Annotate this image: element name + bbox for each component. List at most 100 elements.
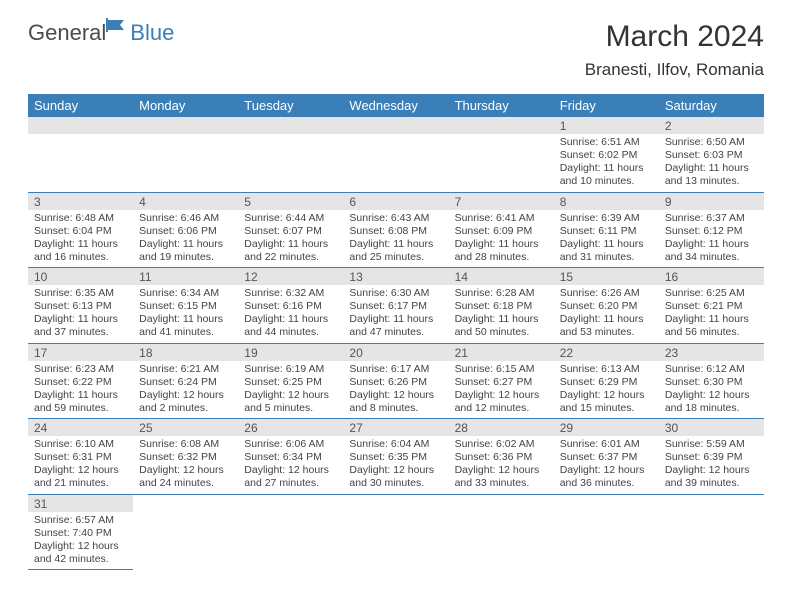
calendar-cell: 1Sunrise: 6:51 AMSunset: 6:02 PMDaylight…: [554, 117, 659, 192]
day-details: Sunrise: 6:44 AMSunset: 6:07 PMDaylight:…: [238, 210, 343, 268]
calendar-table: Sunday Monday Tuesday Wednesday Thursday…: [28, 94, 764, 570]
calendar-cell: 6Sunrise: 6:43 AMSunset: 6:08 PMDaylight…: [343, 192, 448, 268]
calendar-cell: [343, 494, 448, 570]
day-number: 26: [238, 419, 343, 436]
weekday-tue: Tuesday: [238, 94, 343, 117]
detail-sr: Sunrise: 6:28 AM: [455, 287, 548, 300]
detail-d1: Daylight: 12 hours: [244, 464, 337, 477]
day-number-empty: [133, 117, 238, 134]
detail-d1: Daylight: 12 hours: [244, 389, 337, 402]
calendar-cell: [133, 117, 238, 192]
detail-d2: and 42 minutes.: [34, 553, 127, 566]
detail-d2: and 30 minutes.: [349, 477, 442, 490]
calendar-cell: 25Sunrise: 6:08 AMSunset: 6:32 PMDayligh…: [133, 419, 238, 495]
detail-d2: and 15 minutes.: [560, 402, 653, 415]
calendar-cell: 28Sunrise: 6:02 AMSunset: 6:36 PMDayligh…: [449, 419, 554, 495]
day-details: Sunrise: 6:19 AMSunset: 6:25 PMDaylight:…: [238, 361, 343, 419]
detail-d2: and 24 minutes.: [139, 477, 232, 490]
detail-d1: Daylight: 12 hours: [665, 464, 758, 477]
detail-sr: Sunrise: 6:19 AM: [244, 363, 337, 376]
detail-d1: Daylight: 11 hours: [349, 238, 442, 251]
day-details: Sunrise: 6:02 AMSunset: 6:36 PMDaylight:…: [449, 436, 554, 494]
detail-d2: and 12 minutes.: [455, 402, 548, 415]
day-number: 7: [449, 193, 554, 210]
day-number: 13: [343, 268, 448, 285]
calendar-cell: [659, 494, 764, 570]
detail-sr: Sunrise: 6:37 AM: [665, 212, 758, 225]
detail-ss: Sunset: 6:07 PM: [244, 225, 337, 238]
calendar-cell: 17Sunrise: 6:23 AMSunset: 6:22 PMDayligh…: [28, 343, 133, 419]
calendar-cell: 5Sunrise: 6:44 AMSunset: 6:07 PMDaylight…: [238, 192, 343, 268]
detail-ss: Sunset: 6:12 PM: [665, 225, 758, 238]
day-details: Sunrise: 6:30 AMSunset: 6:17 PMDaylight:…: [343, 285, 448, 343]
day-number: 12: [238, 268, 343, 285]
detail-ss: Sunset: 6:15 PM: [139, 300, 232, 313]
day-number: 23: [659, 344, 764, 361]
detail-d2: and 56 minutes.: [665, 326, 758, 339]
detail-ss: Sunset: 6:18 PM: [455, 300, 548, 313]
detail-d2: and 18 minutes.: [665, 402, 758, 415]
calendar-cell: 18Sunrise: 6:21 AMSunset: 6:24 PMDayligh…: [133, 343, 238, 419]
detail-ss: Sunset: 6:17 PM: [349, 300, 442, 313]
detail-ss: Sunset: 6:31 PM: [34, 451, 127, 464]
weekday-fri: Friday: [554, 94, 659, 117]
day-number: 20: [343, 344, 448, 361]
day-details: Sunrise: 6:21 AMSunset: 6:24 PMDaylight:…: [133, 361, 238, 419]
detail-d1: Daylight: 12 hours: [560, 464, 653, 477]
day-number: 19: [238, 344, 343, 361]
calendar-cell: [554, 494, 659, 570]
calendar-cell: 20Sunrise: 6:17 AMSunset: 6:26 PMDayligh…: [343, 343, 448, 419]
day-number: 22: [554, 344, 659, 361]
detail-d2: and 33 minutes.: [455, 477, 548, 490]
calendar-cell: [449, 494, 554, 570]
detail-d2: and 37 minutes.: [34, 326, 127, 339]
detail-ss: Sunset: 7:40 PM: [34, 527, 127, 540]
day-number: 24: [28, 419, 133, 436]
detail-ss: Sunset: 6:13 PM: [34, 300, 127, 313]
detail-d1: Daylight: 11 hours: [34, 238, 127, 251]
day-details: Sunrise: 6:48 AMSunset: 6:04 PMDaylight:…: [28, 210, 133, 268]
calendar-cell: 23Sunrise: 6:12 AMSunset: 6:30 PMDayligh…: [659, 343, 764, 419]
logo-text-general: General: [28, 20, 106, 46]
day-details: Sunrise: 6:57 AMSunset: 7:40 PMDaylight:…: [28, 512, 133, 570]
detail-ss: Sunset: 6:03 PM: [665, 149, 758, 162]
detail-d2: and 53 minutes.: [560, 326, 653, 339]
day-number-empty: [449, 117, 554, 134]
detail-sr: Sunrise: 6:17 AM: [349, 363, 442, 376]
title-block: March 2024 Branesti, Ilfov, Romania: [585, 20, 764, 80]
detail-d1: Daylight: 12 hours: [455, 464, 548, 477]
detail-d2: and 36 minutes.: [560, 477, 653, 490]
calendar-cell: 4Sunrise: 6:46 AMSunset: 6:06 PMDaylight…: [133, 192, 238, 268]
day-details: Sunrise: 6:25 AMSunset: 6:21 PMDaylight:…: [659, 285, 764, 343]
calendar-cell: 24Sunrise: 6:10 AMSunset: 6:31 PMDayligh…: [28, 419, 133, 495]
day-details: Sunrise: 6:23 AMSunset: 6:22 PMDaylight:…: [28, 361, 133, 419]
day-number: 10: [28, 268, 133, 285]
day-number: 17: [28, 344, 133, 361]
detail-d2: and 39 minutes.: [665, 477, 758, 490]
weekday-sat: Saturday: [659, 94, 764, 117]
detail-sr: Sunrise: 6:02 AM: [455, 438, 548, 451]
weekday-thu: Thursday: [449, 94, 554, 117]
logo: General Blue: [28, 20, 174, 46]
detail-sr: Sunrise: 6:35 AM: [34, 287, 127, 300]
detail-sr: Sunrise: 6:01 AM: [560, 438, 653, 451]
day-number: 18: [133, 344, 238, 361]
detail-sr: Sunrise: 6:44 AM: [244, 212, 337, 225]
detail-d2: and 21 minutes.: [34, 477, 127, 490]
detail-ss: Sunset: 6:11 PM: [560, 225, 653, 238]
detail-d1: Daylight: 12 hours: [349, 389, 442, 402]
day-details: Sunrise: 6:39 AMSunset: 6:11 PMDaylight:…: [554, 210, 659, 268]
calendar-cell: 9Sunrise: 6:37 AMSunset: 6:12 PMDaylight…: [659, 192, 764, 268]
day-number: 8: [554, 193, 659, 210]
day-details: Sunrise: 6:08 AMSunset: 6:32 PMDaylight:…: [133, 436, 238, 494]
detail-sr: Sunrise: 6:50 AM: [665, 136, 758, 149]
day-details: Sunrise: 6:01 AMSunset: 6:37 PMDaylight:…: [554, 436, 659, 494]
detail-d1: Daylight: 12 hours: [560, 389, 653, 402]
detail-ss: Sunset: 6:02 PM: [560, 149, 653, 162]
day-details: Sunrise: 6:34 AMSunset: 6:15 PMDaylight:…: [133, 285, 238, 343]
calendar-cell: [238, 117, 343, 192]
day-details: Sunrise: 6:41 AMSunset: 6:09 PMDaylight:…: [449, 210, 554, 268]
detail-d1: Daylight: 12 hours: [665, 389, 758, 402]
calendar-cell: 8Sunrise: 6:39 AMSunset: 6:11 PMDaylight…: [554, 192, 659, 268]
detail-ss: Sunset: 6:32 PM: [139, 451, 232, 464]
